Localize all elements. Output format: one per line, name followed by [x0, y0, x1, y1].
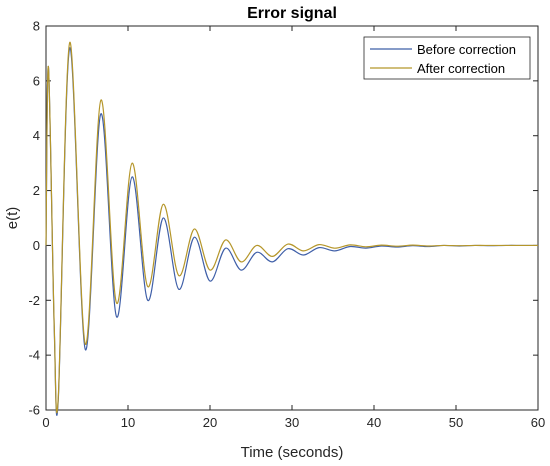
x-axis: 0 10 20 30 40 50 60 — [42, 26, 545, 430]
y-tick-label: 6 — [33, 73, 40, 88]
legend-box — [363, 36, 531, 80]
x-tick-label: 20 — [203, 415, 217, 430]
x-tick-label: 10 — [121, 415, 135, 430]
legend-label-before-correction: Before correction — [417, 42, 516, 57]
plot-area — [45, 25, 539, 411]
legend: Before correction After correction — [363, 36, 531, 80]
series-line-after-correction — [45, 41, 538, 414]
y-tick-label: -4 — [28, 348, 40, 363]
y-tick-label: -6 — [28, 403, 40, 418]
x-tick-label: 40 — [367, 415, 381, 430]
y-tick-label: 0 — [33, 238, 40, 253]
x-tick-label: 30 — [285, 415, 299, 430]
y-tick-label: 4 — [33, 128, 40, 143]
y-tick-label: -2 — [28, 293, 40, 308]
y-tick-label: 8 — [33, 19, 40, 34]
y-axis-label: e(t) — [4, 207, 21, 230]
legend-label-after-correction: After correction — [417, 61, 505, 76]
x-tick-label: 60 — [531, 415, 545, 430]
x-axis-label: Time (seconds) — [241, 444, 344, 461]
series-layer — [45, 41, 538, 416]
chart-title: Error signal — [247, 5, 337, 22]
y-tick-label: 2 — [33, 183, 40, 198]
x-tick-label: 0 — [42, 415, 49, 430]
x-tick-label: 50 — [449, 415, 463, 430]
